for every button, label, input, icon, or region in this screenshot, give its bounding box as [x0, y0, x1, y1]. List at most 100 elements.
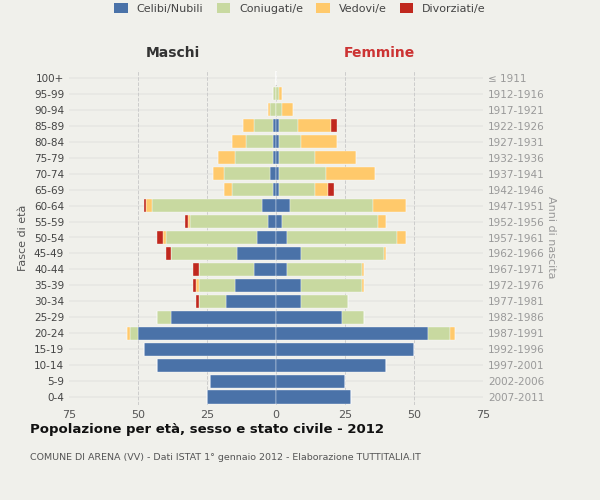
Bar — [193, 279, 196, 292]
Bar — [301, 247, 383, 260]
Bar — [268, 215, 276, 228]
Bar — [301, 279, 362, 292]
Bar — [157, 310, 171, 324]
Bar — [271, 104, 276, 117]
Bar — [210, 374, 276, 388]
Bar — [193, 263, 199, 276]
Bar — [276, 263, 287, 276]
Bar — [328, 183, 334, 196]
Bar — [226, 295, 276, 308]
Text: Femmine: Femmine — [344, 46, 415, 60]
Bar — [143, 199, 146, 212]
Bar — [268, 104, 271, 117]
Bar — [276, 342, 414, 355]
Bar — [276, 183, 279, 196]
Bar — [130, 326, 138, 340]
Bar — [279, 135, 301, 148]
Bar — [276, 167, 279, 180]
Bar — [273, 120, 276, 132]
Bar — [273, 135, 276, 148]
Bar — [276, 231, 287, 244]
Bar — [157, 358, 276, 372]
Y-axis label: Fasce di età: Fasce di età — [19, 204, 28, 270]
Bar — [199, 263, 254, 276]
Bar — [235, 151, 273, 164]
Bar — [224, 167, 271, 180]
Bar — [257, 231, 276, 244]
Bar — [287, 231, 397, 244]
Y-axis label: Anni di nascita: Anni di nascita — [546, 196, 556, 279]
Text: Popolazione per età, sesso e stato civile - 2012: Popolazione per età, sesso e stato civil… — [30, 422, 384, 436]
Bar — [279, 151, 314, 164]
Bar — [232, 135, 245, 148]
Bar — [428, 326, 450, 340]
Bar — [235, 279, 276, 292]
Text: Maschi: Maschi — [145, 46, 200, 60]
Bar — [279, 88, 281, 101]
Bar — [166, 247, 171, 260]
Bar — [218, 151, 235, 164]
Bar — [166, 231, 257, 244]
Bar — [331, 120, 337, 132]
Bar — [273, 88, 276, 101]
Bar — [224, 183, 232, 196]
Bar — [281, 104, 293, 117]
Bar — [188, 215, 190, 228]
Bar — [243, 120, 254, 132]
Bar — [276, 374, 345, 388]
Bar — [262, 199, 276, 212]
Bar — [196, 279, 199, 292]
Bar — [281, 215, 378, 228]
Bar — [254, 120, 273, 132]
Bar — [342, 310, 364, 324]
Bar — [290, 199, 373, 212]
Bar — [171, 247, 238, 260]
Bar — [276, 120, 279, 132]
Bar — [450, 326, 455, 340]
Bar — [397, 231, 406, 244]
Bar — [199, 295, 226, 308]
Bar — [373, 199, 406, 212]
Bar — [276, 390, 350, 404]
Bar — [245, 135, 273, 148]
Bar — [314, 151, 356, 164]
Bar — [276, 215, 281, 228]
Bar — [163, 231, 166, 244]
Bar — [276, 88, 279, 101]
Bar — [276, 358, 386, 372]
Text: COMUNE DI ARENA (VV) - Dati ISTAT 1° gennaio 2012 - Elaborazione TUTTITALIA.IT: COMUNE DI ARENA (VV) - Dati ISTAT 1° gen… — [30, 452, 421, 462]
Bar — [196, 295, 199, 308]
Bar — [271, 167, 276, 180]
Bar — [378, 215, 386, 228]
Bar — [276, 295, 301, 308]
Bar — [276, 279, 301, 292]
Bar — [276, 326, 428, 340]
Bar — [276, 247, 301, 260]
Bar — [238, 247, 276, 260]
Bar — [362, 279, 364, 292]
Bar — [212, 167, 224, 180]
Bar — [138, 326, 276, 340]
Bar — [199, 279, 235, 292]
Bar — [273, 183, 276, 196]
Bar — [232, 183, 273, 196]
Bar — [190, 215, 268, 228]
Bar — [143, 342, 276, 355]
Bar — [127, 326, 130, 340]
Bar — [146, 199, 152, 212]
Bar — [273, 151, 276, 164]
Bar — [362, 263, 364, 276]
Bar — [279, 183, 314, 196]
Bar — [207, 390, 276, 404]
Bar — [157, 231, 163, 244]
Bar — [301, 135, 337, 148]
Bar — [298, 120, 331, 132]
Bar — [276, 199, 290, 212]
Bar — [287, 263, 362, 276]
Bar — [276, 104, 281, 117]
Bar — [276, 310, 342, 324]
Bar — [276, 151, 279, 164]
Bar — [314, 183, 328, 196]
Bar — [276, 135, 279, 148]
Bar — [185, 215, 188, 228]
